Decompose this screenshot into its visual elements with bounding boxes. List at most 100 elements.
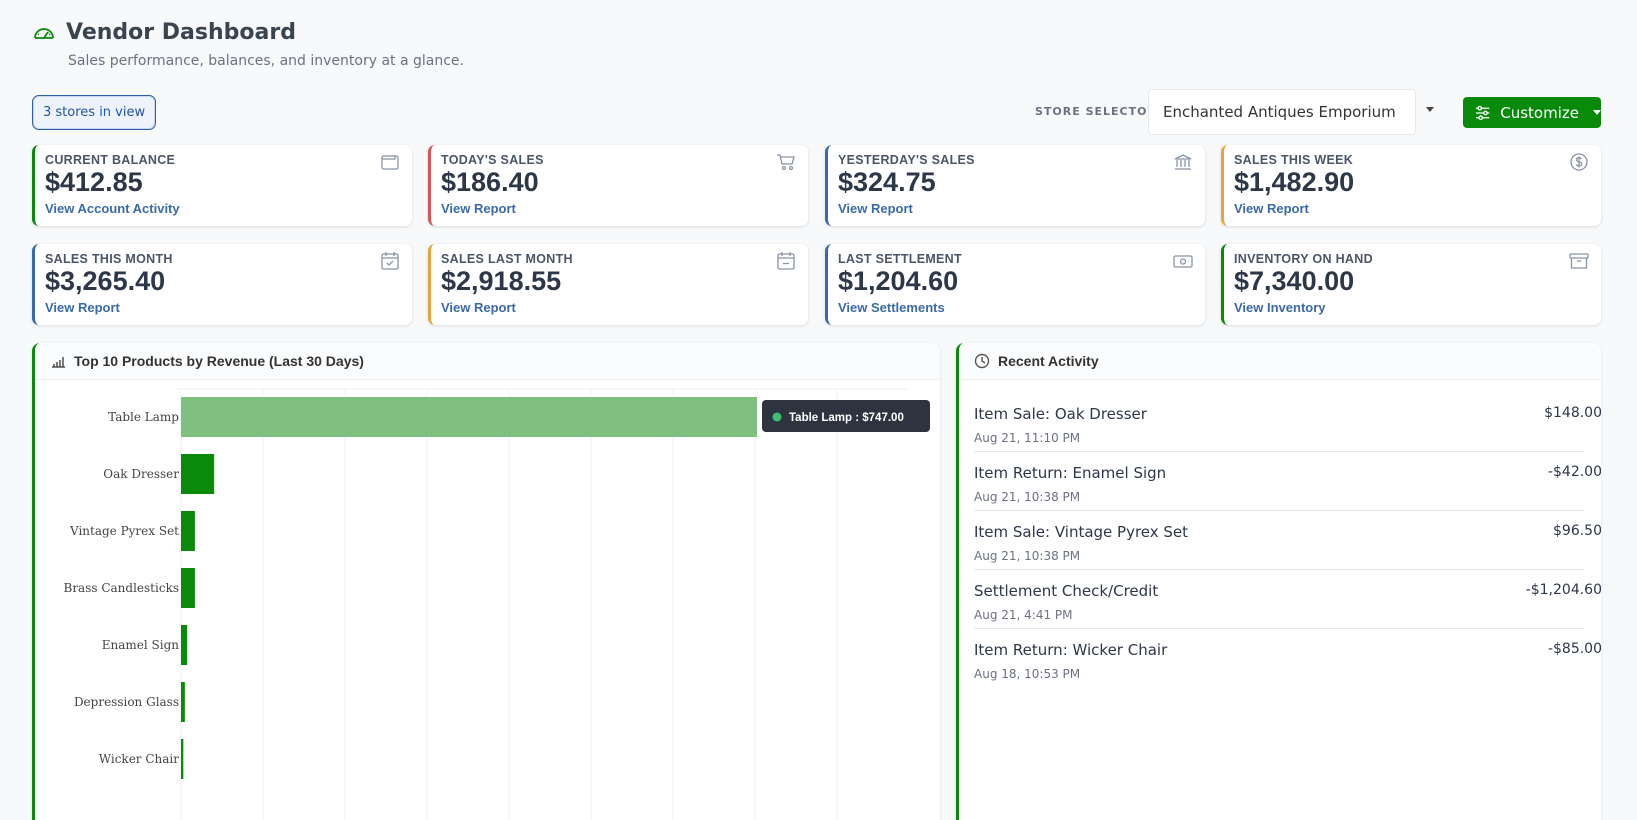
summary-card-sales-this-week: SALES THIS WEEK $1,482.90 View Report (1221, 145, 1601, 226)
bank-icon (1174, 154, 1192, 170)
summary-card-today-s-sales: TODAY'S SALES $186.40 View Report (428, 145, 808, 226)
activity-amount: -$85.00 (1547, 641, 1601, 657)
card-value: $412.85 (45, 167, 143, 197)
archive-box-icon (1569, 253, 1589, 269)
activity-name: Item Sale: Oak Dresser (974, 405, 1147, 423)
tooltip-text: Table Lamp : $747.00 (789, 412, 904, 424)
card-link[interactable]: View Report (1234, 201, 1309, 216)
card-value: $186.40 (441, 167, 539, 197)
category-label: Table Lamp (108, 410, 179, 424)
card-link[interactable]: View Inventory (1234, 300, 1326, 315)
category-label: Oak Dresser (103, 467, 179, 481)
activity-name: Settlement Check/Credit (974, 582, 1159, 600)
card-value: $1,482.90 (1234, 167, 1355, 197)
tooltip-box (762, 400, 930, 432)
activity-name: Item Return: Enamel Sign (974, 464, 1167, 482)
caret-down-icon (1593, 110, 1601, 115)
category-label: Vintage Pyrex Set (69, 524, 179, 538)
wallet-icon (381, 155, 399, 170)
page-header: Vendor Dashboard Sales performance, bala… (32, 20, 464, 69)
customize-label: Customize (1500, 103, 1579, 122)
card-label: INVENTORY ON HAND (1234, 252, 1373, 266)
activity-item[interactable]: Item Sale: Vintage Pyrex Set Aug 21, 10:3… (974, 511, 1601, 570)
activity-time: Aug 21, 4:41 PM (974, 608, 1073, 622)
sliders-icon (1475, 105, 1490, 120)
panel-header: Recent Activity (959, 343, 1601, 380)
category-label: Enamel Sign (102, 638, 180, 652)
activity-title: Recent Activity (998, 353, 1099, 369)
activity-amount: $148.00 (1544, 405, 1601, 421)
card-label: LAST SETTLEMENT (838, 252, 962, 266)
top-products-panel: Top 10 Products by Revenue (Last 30 Days… (32, 343, 940, 820)
cash-icon (1173, 255, 1193, 268)
category-label: Wicker Chair (99, 752, 180, 766)
card-label: YESTERDAY'S SALES (838, 153, 975, 167)
activity-item[interactable]: Settlement Check/Credit Aug 21, 4:41 PM -$… (974, 570, 1601, 629)
speedometer-icon (34, 27, 54, 39)
customize-button[interactable]: Customize (1463, 97, 1601, 128)
activity-time: Aug 18, 10:53 PM (974, 667, 1081, 681)
activity-amount: -$1,204.60 (1525, 582, 1601, 598)
activity-item[interactable]: Item Return: Wicker Chair Aug 18, 10:53 P… (974, 629, 1601, 688)
store-selector-dropdown[interactable]: Enchanted Antiques Emporium (1148, 89, 1416, 135)
activity-time: Aug 21, 10:38 PM (974, 549, 1081, 563)
bar-oak-dresser[interactable] (181, 454, 215, 494)
revenue-bar-chart: Table Lamp Oak Dresser Vintage Pyrex Set Br… (64, 388, 930, 820)
activity-list: Item Sale: Oak Dresser Aug 21, 11:10 PM $1… (974, 393, 1601, 688)
card-link[interactable]: View Settlements (838, 300, 945, 315)
summary-card-sales-last-month: SALES LAST MONTH $2,918.55 View Report (428, 244, 808, 325)
summary-card-inventory-on-hand: INVENTORY ON HAND $7,340.00 View Inventory (1221, 244, 1601, 325)
summary-card-last-settlement: LAST SETTLEMENT $1,204.60 View Settlements (825, 244, 1205, 325)
bar-brass-candlesticks[interactable] (181, 568, 195, 608)
card-value: $7,340.00 (1234, 266, 1355, 296)
tooltip-swatch (772, 412, 782, 422)
bar-depression-glass[interactable] (181, 682, 185, 722)
activity-name: Item Sale: Vintage Pyrex Set (974, 523, 1189, 541)
card-link[interactable]: View Report (45, 300, 120, 315)
stores-in-view-badge[interactable]: 3 stores in view (32, 95, 157, 130)
page-title: Vendor Dashboard (66, 20, 296, 45)
category-label: Brass Candlesticks (64, 581, 180, 595)
card-link[interactable]: View Report (441, 300, 516, 315)
dollar-circle-icon (1570, 153, 1588, 171)
activity-amount: -$42.00 (1547, 464, 1601, 480)
activity-item[interactable]: Item Return: Enamel Sign Aug 21, 10:38 PM… (974, 452, 1601, 511)
card-link[interactable]: View Report (441, 201, 516, 216)
bar-chart-icon (52, 357, 65, 368)
bar-wicker-chair[interactable] (181, 739, 184, 779)
recent-activity-panel: Recent Activity Item Sale: Oak Dresser Au… (956, 343, 1601, 820)
page-subtitle: Sales performance, balances, and invento… (68, 53, 464, 69)
chart-title: Top 10 Products by Revenue (Last 30 Days… (74, 353, 364, 369)
card-value: $3,265.40 (45, 266, 166, 296)
activity-time: Aug 21, 10:38 PM (974, 490, 1081, 504)
bar-vintage-pyrex-set[interactable] (181, 511, 195, 551)
summary-card-yesterday-s-sales: YESTERDAY'S SALES $324.75 View Report (825, 145, 1205, 226)
calendar-check-icon (381, 252, 399, 270)
card-link[interactable]: View Account Activity (45, 201, 180, 216)
calendar-minus-icon (777, 252, 795, 270)
summary-card-sales-this-month: SALES THIS MONTH $3,265.40 View Report (32, 244, 412, 325)
cart-icon (777, 154, 795, 171)
card-label: TODAY'S SALES (441, 153, 544, 167)
chart-tooltip: Table Lamp : $747.00 (762, 400, 930, 432)
activity-item[interactable]: Item Sale: Oak Dresser Aug 21, 11:10 PM $1… (974, 393, 1601, 452)
bar-enamel-sign[interactable] (181, 625, 188, 665)
card-label: CURRENT BALANCE (45, 153, 176, 167)
activity-name: Item Return: Wicker Chair (974, 641, 1168, 659)
summary-card-current-balance: CURRENT BALANCE $412.85 View Account Activ… (32, 145, 412, 226)
activity-amount: $96.50 (1553, 523, 1601, 539)
panel-header: Top 10 Products by Revenue (Last 30 Days… (35, 343, 940, 380)
card-label: SALES LAST MONTH (441, 252, 573, 266)
card-value: $324.75 (838, 167, 936, 197)
store-selector-label: STORE SELECTOR (1035, 105, 1157, 118)
card-value: $2,918.55 (441, 266, 562, 296)
card-label: SALES THIS WEEK (1234, 153, 1354, 167)
bar-table-lamp[interactable] (181, 397, 758, 437)
clock-icon (974, 353, 990, 369)
card-label: SALES THIS MONTH (45, 252, 173, 266)
activity-time: Aug 21, 11:10 PM (974, 431, 1081, 445)
card-link[interactable]: View Report (838, 201, 913, 216)
category-label: Depression Glass (74, 695, 179, 709)
card-value: $1,204.60 (838, 266, 959, 296)
chevron-down-icon[interactable] (1426, 107, 1434, 112)
